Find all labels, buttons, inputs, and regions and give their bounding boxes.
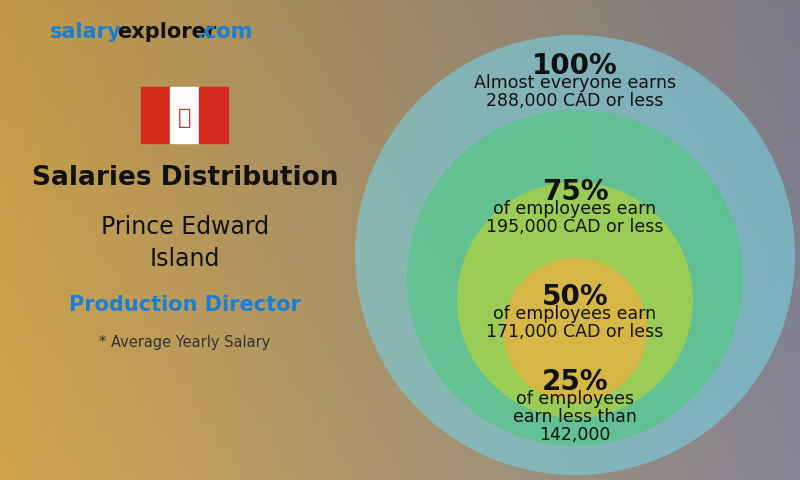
Circle shape: [457, 182, 693, 418]
Text: 171,000 CAD or less: 171,000 CAD or less: [486, 323, 664, 341]
Text: 75%: 75%: [542, 178, 608, 206]
Text: Almost everyone earns: Almost everyone earns: [474, 74, 676, 92]
Text: salary: salary: [50, 22, 122, 42]
Text: 195,000 CAD or less: 195,000 CAD or less: [486, 218, 664, 236]
Circle shape: [355, 35, 795, 475]
Text: of employees: of employees: [516, 390, 634, 408]
Text: 100%: 100%: [532, 52, 618, 80]
Text: 🍁: 🍁: [178, 108, 192, 128]
Text: 142,000: 142,000: [539, 426, 610, 444]
Text: Production Director: Production Director: [69, 295, 301, 315]
Text: 50%: 50%: [542, 283, 608, 311]
Bar: [141, 87, 170, 143]
Text: Prince Edward
Island: Prince Edward Island: [101, 215, 269, 271]
Text: .com: .com: [197, 22, 254, 42]
Text: of employees earn: of employees earn: [494, 200, 657, 218]
Circle shape: [407, 110, 743, 446]
Text: of employees earn: of employees earn: [494, 305, 657, 323]
Text: 288,000 CAD or less: 288,000 CAD or less: [486, 92, 664, 110]
Bar: [170, 87, 199, 143]
Text: explorer: explorer: [117, 22, 216, 42]
Circle shape: [503, 258, 647, 402]
Text: 25%: 25%: [542, 368, 608, 396]
Text: Salaries Distribution: Salaries Distribution: [32, 165, 338, 191]
Text: earn less than: earn less than: [513, 408, 637, 426]
Bar: [199, 87, 228, 143]
Text: * Average Yearly Salary: * Average Yearly Salary: [99, 335, 270, 350]
